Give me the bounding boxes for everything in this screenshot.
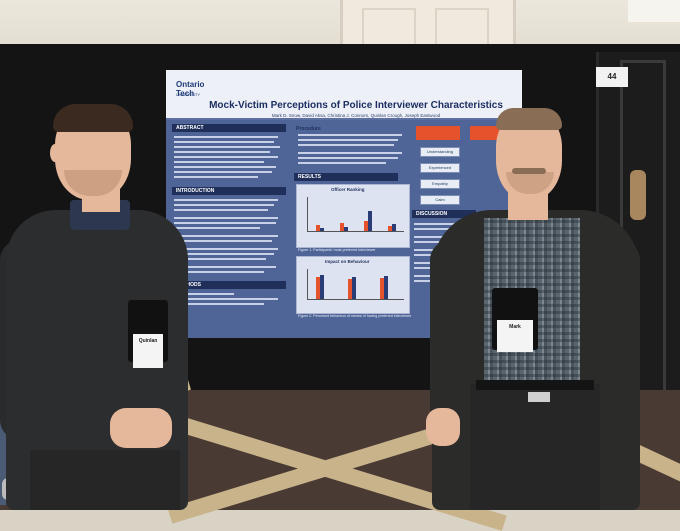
name-badge-left: Quinlan — [133, 334, 163, 368]
flow-item: Empathy — [420, 179, 460, 189]
ceiling-light — [628, 0, 680, 22]
flow-item: Calm — [420, 195, 460, 205]
figure2-caption: Figure 2. Perceived behaviour of means o… — [298, 314, 412, 318]
section-introduction: INTRODUCTION — [172, 187, 286, 195]
university-logo: Ontario Tech — [176, 80, 205, 98]
figure2-title: Impact on Behaviour — [325, 259, 370, 264]
flow-header-right — [470, 126, 504, 140]
figure-officer-ranking: Officer Ranking — [296, 184, 410, 248]
figure-impact-behaviour: Impact on Behaviour — [296, 256, 410, 314]
section-discussion: DISCUSSION — [412, 210, 476, 218]
person-right-hair — [496, 108, 562, 130]
section-procedure: Procedure — [296, 126, 321, 132]
background-person-hair — [630, 170, 646, 220]
person-left-hair — [53, 104, 133, 132]
poster-header — [166, 70, 522, 118]
booth-number-tag: 44 — [596, 67, 628, 87]
section-results: RESULTS — [294, 173, 398, 181]
belt-buckle — [528, 392, 550, 402]
section-abstract: ABSTRACT — [172, 124, 286, 132]
section-methods: METHODS — [172, 281, 286, 289]
figure1-caption: Figure 1. Participants' most-preferred i… — [298, 248, 376, 252]
figure1-title: Officer Ranking — [331, 187, 365, 192]
poster-title: Mock-Victim Perceptions of Police Interv… — [209, 100, 503, 111]
poster-authors: Mark D. Snow, David Aksa, Christina J. C… — [271, 113, 441, 118]
person-left-pants — [30, 450, 180, 510]
person-right-beard — [506, 172, 554, 194]
person-right-pants — [470, 384, 600, 510]
flow-header-left — [416, 126, 460, 140]
name-badge-right: Mark — [497, 320, 533, 352]
flow-item: Understanding — [420, 147, 460, 157]
person-right-hand — [426, 408, 460, 446]
person-left-hands — [110, 408, 172, 448]
person-right-mustache — [512, 168, 546, 174]
person-right-plaid-shirt — [484, 218, 580, 398]
university-logo-sub: UNIVERSITY — [176, 92, 201, 97]
flow-item: Experienced — [420, 163, 460, 173]
person-right-belt — [476, 380, 594, 390]
